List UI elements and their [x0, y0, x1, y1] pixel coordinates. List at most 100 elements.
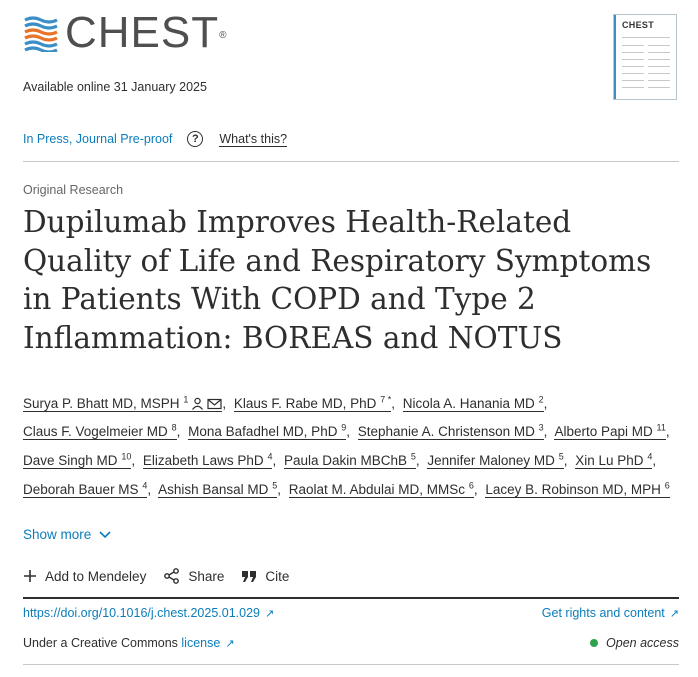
author-affiliation: 8	[171, 422, 177, 433]
doi-link[interactable]: https://doi.org/10.1016/j.chest.2025.01.…	[23, 606, 274, 620]
author-name: Klaus F. Rabe MD, PhD	[233, 395, 377, 411]
journal-cover-thumbnail[interactable]: CHEST	[613, 14, 677, 100]
author-name: Surya P. Bhatt MD, MSPH	[23, 395, 180, 411]
cover-line	[622, 80, 644, 81]
license-statement: Under a Creative Commons license ↗	[23, 636, 235, 650]
author-link[interactable]: Mona Bafadhel MD, PhD 9	[188, 422, 347, 441]
chest-logo-mark-icon	[24, 16, 58, 52]
add-to-mendeley-label: Add to Mendeley	[45, 568, 147, 584]
author-name: Ashish Bansal MD	[158, 481, 269, 497]
external-link-icon: ↗	[225, 638, 235, 650]
rights-text: Get rights and content	[541, 606, 665, 620]
share-label: Share	[188, 568, 225, 584]
author-affiliation: 5	[272, 480, 278, 491]
envelope-icon	[207, 398, 222, 409]
author-name: Mona Bafadhel MD, PhD	[188, 424, 338, 440]
cover-title: CHEST	[622, 20, 655, 30]
chest-logo[interactable]: CHEST ®	[23, 8, 227, 57]
author-affiliation: 6	[468, 480, 474, 491]
author-link[interactable]: Lacey B. Robinson MD, MPH 6	[485, 480, 670, 498]
author-affiliation: 7 *	[380, 394, 392, 404]
license-link-text: license	[181, 636, 221, 650]
author-affiliation: 5	[410, 451, 416, 462]
doi-row: https://doi.org/10.1016/j.chest.2025.01.…	[23, 606, 679, 620]
cover-line	[648, 80, 670, 81]
author-link[interactable]: Surya P. Bhatt MD, MSPH 1	[23, 394, 223, 412]
author-affiliation: 4	[267, 451, 273, 462]
author-link[interactable]: Nicola A. Hanania MD 2	[402, 394, 544, 412]
author-affiliation: 1	[183, 394, 189, 404]
actions-divider	[23, 597, 679, 599]
author-name: Alberto Papi MD	[554, 424, 653, 440]
footer-divider	[23, 664, 679, 665]
author-link[interactable]: Alberto Papi MD 11	[554, 422, 666, 441]
cover-line	[648, 59, 670, 60]
person-icon	[192, 397, 204, 410]
share-button[interactable]: Share	[163, 568, 224, 584]
cover-line	[648, 66, 670, 67]
article-type: Original Research	[23, 183, 124, 197]
author-name: Paula Dakin MBChB	[284, 453, 408, 469]
author-name: Elizabeth Laws PhD	[142, 453, 264, 469]
show-more-label: Show more	[23, 527, 92, 542]
share-icon	[164, 568, 180, 584]
add-to-mendeley-button[interactable]: Add to Mendeley	[23, 569, 146, 584]
author-affiliation: 6	[664, 480, 670, 491]
author-name: Raolat M. Abdulai MD, MMSc	[288, 481, 466, 497]
rights-link[interactable]: Get rights and content ↗	[542, 606, 679, 620]
whats-this-link[interactable]: What's this?	[219, 131, 288, 147]
license-prefix: Under a Creative Commons	[23, 636, 178, 650]
author-link[interactable]: Xin Lu PhD 4	[575, 452, 653, 470]
cover-line	[648, 87, 670, 88]
publication-status-row: In Press, Journal Pre-proof ? What's thi…	[23, 129, 288, 149]
registered-mark: ®	[219, 29, 227, 41]
author-affiliation: 4	[142, 480, 148, 491]
author-link[interactable]: Claus F. Vogelmeier MD 8	[23, 422, 177, 441]
license-link[interactable]: license ↗	[181, 636, 234, 650]
author-link[interactable]: Paula Dakin MBChB 5	[284, 451, 416, 470]
external-link-icon: ↗	[669, 608, 679, 620]
author-name: Stephanie A. Christenson MD	[357, 424, 535, 440]
author-link[interactable]: Jennifer Maloney MD 5	[427, 451, 564, 470]
author-link[interactable]: Dave Singh MD 10	[23, 451, 132, 470]
journal-status-link[interactable]: In Press, Journal Pre-proof	[23, 132, 173, 146]
author-name: Claus F. Vogelmeier MD	[23, 424, 168, 440]
author-name: Xin Lu PhD	[575, 453, 644, 469]
author-name: Nicola A. Hanania MD	[402, 395, 535, 411]
cite-button[interactable]: Cite	[241, 569, 289, 584]
open-access-label: Open access	[606, 636, 679, 650]
author-link[interactable]: Stephanie A. Christenson MD 3	[357, 423, 544, 441]
cite-label: Cite	[265, 568, 290, 584]
author-link[interactable]: Deborah Bauer MS 4	[23, 480, 148, 498]
author-link[interactable]: Klaus F. Rabe MD, PhD 7 *	[233, 394, 392, 412]
doi-text: https://doi.org/10.1016/j.chest.2025.01.…	[23, 606, 260, 620]
cover-line	[622, 45, 644, 46]
cover-line	[648, 73, 670, 74]
author-name: Deborah Bauer MS	[23, 481, 139, 497]
cover-line	[622, 87, 644, 88]
author-link[interactable]: Ashish Bansal MD 5	[158, 480, 278, 498]
open-access-badge: Open access	[590, 636, 679, 650]
journal-name: CHEST	[65, 8, 220, 57]
cover-line	[622, 37, 670, 38]
show-more-button[interactable]: Show more	[23, 527, 111, 542]
plus-icon	[24, 570, 36, 582]
author-affiliation: 10	[121, 451, 132, 462]
license-row: Under a Creative Commons license ↗ Open a…	[23, 636, 679, 650]
author-list: Surya P. Bhatt MD, MSPH 1, Klaus F. Rabe…	[23, 394, 670, 498]
open-access-dot-icon	[590, 639, 599, 647]
author-link[interactable]: Elizabeth Laws PhD 4	[142, 451, 273, 470]
chevron-down-icon	[99, 530, 111, 538]
cover-line	[622, 59, 644, 60]
header-divider	[23, 161, 679, 162]
author-affiliation: 9	[341, 422, 347, 433]
author-affiliation: 11	[656, 422, 666, 433]
cover-line	[622, 52, 644, 53]
author-affiliation: 5	[558, 451, 564, 462]
author-affiliation: 2	[538, 394, 544, 404]
external-link-icon: ↗	[264, 608, 275, 620]
question-circle-icon[interactable]: ?	[187, 131, 204, 147]
author-link[interactable]: Raolat M. Abdulai MD, MMSc 6	[288, 480, 474, 498]
cover-line	[622, 66, 644, 67]
cover-accent-bar	[614, 15, 616, 99]
